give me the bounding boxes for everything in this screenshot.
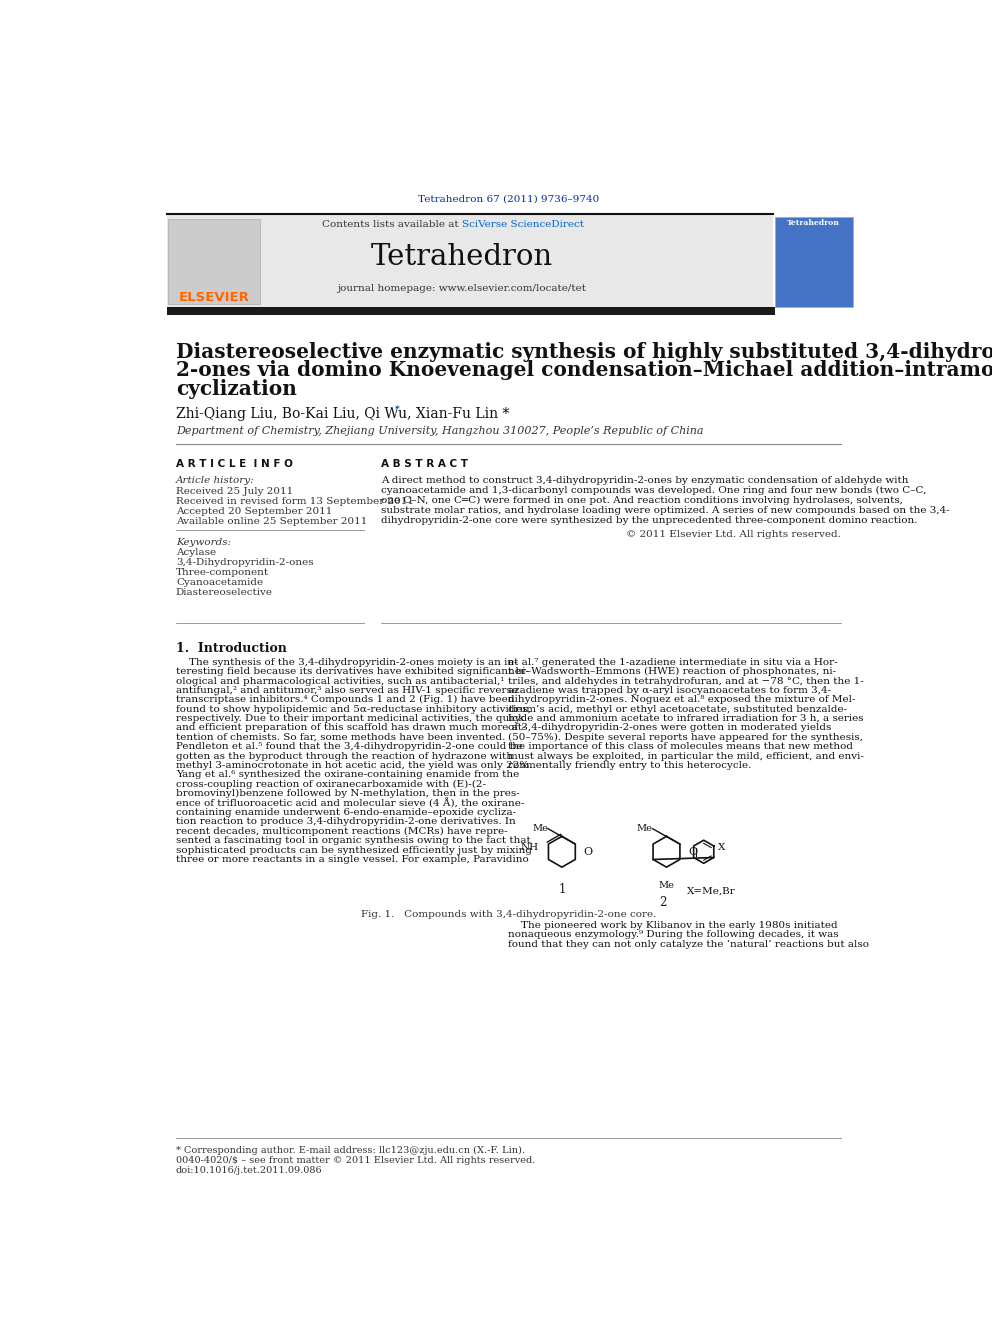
Text: doi:10.1016/j.tet.2011.09.086: doi:10.1016/j.tet.2011.09.086 bbox=[176, 1166, 322, 1175]
Text: Acylase: Acylase bbox=[176, 548, 216, 557]
Text: Department of Chemistry, Zhejiang University, Hangzhou 310027, People’s Republic: Department of Chemistry, Zhejiang Univer… bbox=[176, 426, 703, 437]
Text: Tetrahedron: Tetrahedron bbox=[371, 243, 553, 271]
Text: tention of chemists. So far, some methods have been invented.: tention of chemists. So far, some method… bbox=[176, 733, 505, 742]
Text: Yang et al.⁶ synthesized the oxirane-containing enamide from the: Yang et al.⁶ synthesized the oxirane-con… bbox=[176, 770, 519, 779]
Text: 1.  Introduction: 1. Introduction bbox=[176, 643, 287, 655]
Text: A direct method to construct 3,4-dihydropyridin-2-ones by enzymatic condensation: A direct method to construct 3,4-dihydro… bbox=[381, 476, 909, 486]
Text: ence of trifluoroacetic acid and molecular sieve (4 Å), the oxirane-: ence of trifluoroacetic acid and molecul… bbox=[176, 799, 525, 808]
Text: dihydropyridin-2-one core were synthesized by the unprecedented three-component : dihydropyridin-2-one core were synthesiz… bbox=[381, 516, 918, 525]
Text: and efficient preparation of this scaffold has drawn much more at-: and efficient preparation of this scaffo… bbox=[176, 724, 526, 733]
Text: SciVerse ScienceDirect: SciVerse ScienceDirect bbox=[462, 220, 584, 229]
Text: 2-ones via domino Knoevenagel condensation–Michael addition–intramolecular: 2-ones via domino Knoevenagel condensati… bbox=[176, 360, 992, 381]
Text: drum’s acid, methyl or ethyl acetoacetate, substituted benzalde-: drum’s acid, methyl or ethyl acetoacetat… bbox=[509, 705, 847, 713]
Text: containing enamide underwent 6-endo-enamide–epoxide cycliza-: containing enamide underwent 6-endo-enam… bbox=[176, 808, 516, 818]
Text: O: O bbox=[688, 847, 697, 857]
Text: ELSEVIER: ELSEVIER bbox=[179, 291, 249, 304]
Text: of 3,4-dihydropyridin-2-ones were gotten in moderated yields: of 3,4-dihydropyridin-2-ones were gotten… bbox=[509, 724, 831, 733]
FancyBboxPatch shape bbox=[167, 307, 775, 315]
Text: X=Me,Br: X=Me,Br bbox=[687, 886, 736, 896]
Text: Contents lists available at: Contents lists available at bbox=[322, 220, 462, 229]
Text: dihydropyridin-2-ones. Noguez et al.⁸ exposed the mixture of Mel-: dihydropyridin-2-ones. Noguez et al.⁸ ex… bbox=[509, 696, 856, 704]
Text: 3,4-Dihydropyridin-2-ones: 3,4-Dihydropyridin-2-ones bbox=[176, 558, 313, 568]
Text: The synthesis of the 3,4-dihydropyridin-2-ones moiety is an in-: The synthesis of the 3,4-dihydropyridin-… bbox=[176, 658, 518, 667]
Text: NH: NH bbox=[521, 843, 539, 852]
Text: O: O bbox=[583, 847, 592, 857]
Text: A R T I C L E  I N F O: A R T I C L E I N F O bbox=[176, 459, 293, 470]
Text: X: X bbox=[718, 843, 726, 852]
Text: Three-component: Three-component bbox=[176, 569, 269, 577]
Text: nonaqueous enzymology.⁹ During the following decades, it was: nonaqueous enzymology.⁹ During the follo… bbox=[509, 930, 839, 939]
Text: 2: 2 bbox=[659, 897, 667, 909]
Text: teresting field because its derivatives have exhibited significant bi-: teresting field because its derivatives … bbox=[176, 667, 529, 676]
Text: one C–N, one C═C) were formed in one pot. And reaction conditions involving hydr: one C–N, one C═C) were formed in one pot… bbox=[381, 496, 904, 505]
Text: cross-coupling reaction of oxiranecarboxamide with (E)-(2-: cross-coupling reaction of oxiranecarbox… bbox=[176, 779, 486, 789]
Text: Me: Me bbox=[533, 824, 549, 833]
Text: Article history:: Article history: bbox=[176, 476, 255, 486]
Text: found that they can not only catalyze the ‘natural’ reactions but also: found that they can not only catalyze th… bbox=[509, 939, 869, 949]
Text: (50–75%). Despite several reports have appeared for the synthesis,: (50–75%). Despite several reports have a… bbox=[509, 733, 863, 742]
Text: must always be exploited, in particular the mild, efficient, and envi-: must always be exploited, in particular … bbox=[509, 751, 864, 761]
Text: triles, and aldehydes in tetrahydrofuran, and at −78 °C, then the 1-: triles, and aldehydes in tetrahydrofuran… bbox=[509, 676, 864, 685]
Text: Received in revised form 13 September 2011: Received in revised form 13 September 20… bbox=[176, 497, 414, 505]
Text: ological and pharmacological activities, such as antibacterial,¹: ological and pharmacological activities,… bbox=[176, 676, 504, 685]
Text: bromovinyl)benzene followed by N-methylation, then in the pres-: bromovinyl)benzene followed by N-methyla… bbox=[176, 790, 520, 798]
Text: Keywords:: Keywords: bbox=[176, 537, 231, 546]
Text: three or more reactants in a single vessel. For example, Paravidino: three or more reactants in a single vess… bbox=[176, 855, 529, 864]
Text: recent decades, multicomponent reactions (MCRs) have repre-: recent decades, multicomponent reactions… bbox=[176, 827, 508, 836]
Text: Fig. 1.   Compounds with 3,4-dihydropyridin-2-one core.: Fig. 1. Compounds with 3,4-dihydropyridi… bbox=[361, 909, 656, 918]
Text: azadiene was trapped by α-aryl isocyanoacetates to form 3,4-: azadiene was trapped by α-aryl isocyanoa… bbox=[509, 685, 831, 695]
Text: Me: Me bbox=[659, 881, 675, 890]
Text: *: * bbox=[395, 405, 400, 414]
Text: Tetrahedron: Tetrahedron bbox=[788, 220, 840, 228]
Text: Available online 25 September 2011: Available online 25 September 2011 bbox=[176, 517, 367, 525]
Text: cyanoacetamide and 1,3-dicarbonyl compounds was developed. One ring and four new: cyanoacetamide and 1,3-dicarbonyl compou… bbox=[381, 486, 927, 495]
Text: hyde and ammonium acetate to infrared irradiation for 3 h, a series: hyde and ammonium acetate to infrared ir… bbox=[509, 714, 864, 724]
Text: found to show hypolipidemic and 5α-reductase inhibitory activities,: found to show hypolipidemic and 5α-reduc… bbox=[176, 705, 531, 713]
Text: Zhi-Qiang Liu, Bo-Kai Liu, Qi Wu, Xian-Fu Lin *: Zhi-Qiang Liu, Bo-Kai Liu, Qi Wu, Xian-F… bbox=[176, 406, 509, 421]
Text: Pendleton et al.⁵ found that the 3,4-dihydropyridin-2-one could be: Pendleton et al.⁵ found that the 3,4-dih… bbox=[176, 742, 523, 751]
Text: 1: 1 bbox=[558, 882, 565, 896]
Text: tion reaction to produce 3,4-dihydropyridin-2-one derivatives. In: tion reaction to produce 3,4-dihydropyri… bbox=[176, 818, 516, 827]
Text: © 2011 Elsevier Ltd. All rights reserved.: © 2011 Elsevier Ltd. All rights reserved… bbox=[626, 531, 841, 538]
Text: respectively. Due to their important medicinal activities, the quick: respectively. Due to their important med… bbox=[176, 714, 525, 724]
FancyBboxPatch shape bbox=[167, 214, 773, 308]
Text: A B S T R A C T: A B S T R A C T bbox=[381, 459, 468, 470]
Text: Diastereoselective enzymatic synthesis of highly substituted 3,4-dihydropyridin-: Diastereoselective enzymatic synthesis o… bbox=[176, 343, 992, 363]
Text: transcriptase inhibitors.⁴ Compounds 1 and 2 (Fig. 1) have been: transcriptase inhibitors.⁴ Compounds 1 a… bbox=[176, 696, 515, 704]
Text: Me: Me bbox=[637, 824, 653, 833]
Text: antifungal,² and antitumor,³ also served as HIV-1 specific reverse: antifungal,² and antitumor,³ also served… bbox=[176, 685, 518, 695]
Text: Diastereoselective: Diastereoselective bbox=[176, 589, 273, 598]
Text: sophisticated products can be synthesized efficiently just by mixing: sophisticated products can be synthesize… bbox=[176, 845, 532, 855]
Text: Cyanoacetamide: Cyanoacetamide bbox=[176, 578, 263, 587]
Text: * Corresponding author. E-mail address: llc123@zju.edu.cn (X.-F. Lin).: * Corresponding author. E-mail address: … bbox=[176, 1146, 525, 1155]
Text: 0040-4020/$ – see front matter © 2011 Elsevier Ltd. All rights reserved.: 0040-4020/$ – see front matter © 2011 El… bbox=[176, 1156, 536, 1166]
Text: et al.⁷ generated the 1-azadiene intermediate in situ via a Hor-: et al.⁷ generated the 1-azadiene interme… bbox=[509, 658, 838, 667]
FancyBboxPatch shape bbox=[775, 217, 852, 307]
Text: the importance of this class of molecules means that new method: the importance of this class of molecule… bbox=[509, 742, 853, 751]
Text: substrate molar ratios, and hydrolase loading were optimized. A series of new co: substrate molar ratios, and hydrolase lo… bbox=[381, 505, 950, 515]
Text: Tetrahedron 67 (2011) 9736–9740: Tetrahedron 67 (2011) 9736–9740 bbox=[418, 194, 599, 204]
Text: cyclization: cyclization bbox=[176, 378, 297, 400]
Text: ner–Wadsworth–Emmons (HWE) reaction of phosphonates, ni-: ner–Wadsworth–Emmons (HWE) reaction of p… bbox=[509, 667, 836, 676]
Text: Accepted 20 September 2011: Accepted 20 September 2011 bbox=[176, 507, 332, 516]
Text: journal homepage: www.elsevier.com/locate/tet: journal homepage: www.elsevier.com/locat… bbox=[337, 283, 586, 292]
Text: sented a fascinating tool in organic synthesis owing to the fact that: sented a fascinating tool in organic syn… bbox=[176, 836, 531, 845]
FancyBboxPatch shape bbox=[169, 218, 260, 303]
Text: The pioneered work by Klibanov in the early 1980s initiated: The pioneered work by Klibanov in the ea… bbox=[509, 921, 838, 930]
Text: ronmentally friendly entry to this heterocycle.: ronmentally friendly entry to this heter… bbox=[509, 761, 752, 770]
Text: gotten as the byproduct through the reaction of hydrazone with: gotten as the byproduct through the reac… bbox=[176, 751, 513, 761]
Text: methyl 3-aminocrotonate in hot acetic acid, the yield was only 22%.: methyl 3-aminocrotonate in hot acetic ac… bbox=[176, 761, 533, 770]
Text: Received 25 July 2011: Received 25 July 2011 bbox=[176, 487, 294, 496]
